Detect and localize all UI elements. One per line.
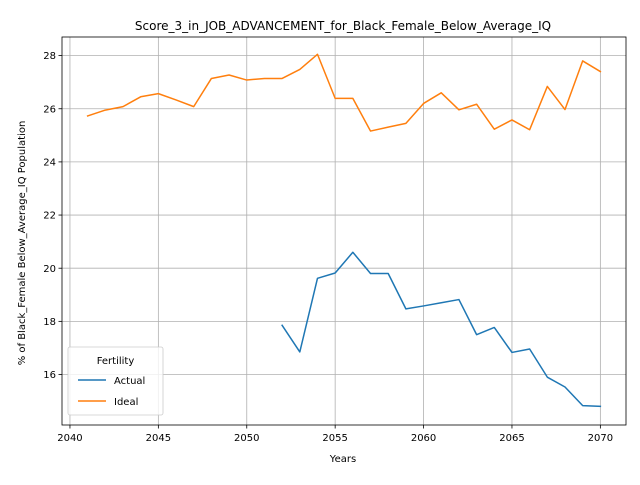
- legend-label-ideal: Ideal: [114, 397, 138, 408]
- series-line-actual: [281, 251, 602, 408]
- series-line-ideal: [86, 53, 602, 132]
- legend-label-actual: Actual: [114, 376, 145, 387]
- x-tick-label: 2050: [234, 433, 259, 444]
- y-tick-label: 16: [43, 370, 56, 381]
- x-tick-label: 2065: [499, 433, 524, 444]
- y-tick-label: 22: [43, 211, 56, 222]
- y-tick-label: 26: [43, 104, 56, 115]
- x-tick-label: 2070: [588, 433, 613, 444]
- y-axis-title: % of Black_Female Below_Average_IQ Popul…: [17, 121, 28, 366]
- legend: Fertility Actual Ideal: [67, 346, 164, 416]
- y-tick-label: 24: [43, 158, 56, 169]
- x-tick-label: 2055: [322, 433, 347, 444]
- x-tick-label: 2060: [411, 433, 436, 444]
- y-tick-label: 28: [43, 51, 56, 62]
- legend-title: Fertility: [97, 356, 135, 367]
- y-tick-label: 18: [43, 317, 56, 328]
- y-tick-label: 20: [43, 264, 56, 275]
- chart-title: Score_3_in_JOB_ADVANCEMENT_for_Black_Fem…: [135, 19, 551, 33]
- x-tick-label: 2045: [146, 433, 171, 444]
- x-tick-label: 2040: [57, 433, 82, 444]
- series-lines: [86, 53, 602, 408]
- legend-box: [67, 346, 164, 416]
- x-axis-title: Years: [329, 454, 356, 465]
- axis-ticks: 2040 2045 2050 2055 2060 2065 2070 16 18 20 22 24 26…: [43, 51, 613, 444]
- plot-area-frame: [61, 36, 627, 426]
